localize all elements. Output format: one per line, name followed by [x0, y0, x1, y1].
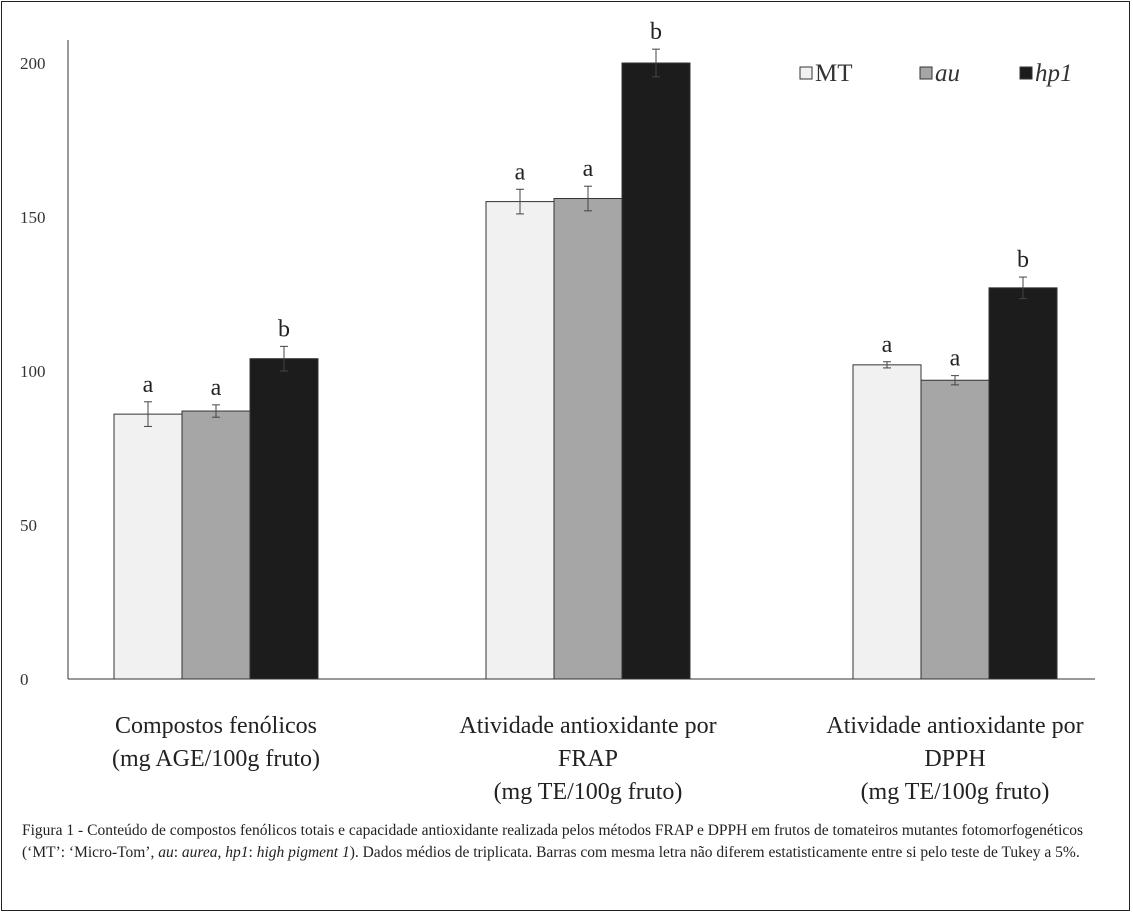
- category-label: Atividade antioxidante por: [826, 713, 1083, 739]
- bar-hp1: [988, 287, 1058, 680]
- y-tick-label: 200: [20, 54, 46, 73]
- legend-swatch-mt: [799, 66, 813, 80]
- significance-letter: a: [583, 156, 594, 182]
- caption-text-run: :: [173, 844, 182, 861]
- caption-text-run: ,: [217, 844, 226, 861]
- significance-letter: a: [211, 375, 222, 401]
- legend-swatch-au: [919, 66, 933, 80]
- bar-chart: 0 50 100 150 200 a a b Compostos fenólicos (mg AG…: [20, 19, 1095, 805]
- significance-letter: a: [882, 332, 893, 358]
- y-tick-label: 0: [20, 670, 29, 689]
- y-tick-label: 100: [20, 362, 46, 381]
- bar-mt: [485, 201, 555, 680]
- caption-body: Conteúdo de compostos fenólicos totais e…: [22, 822, 1083, 861]
- legend-label-au: au: [935, 60, 960, 87]
- category-label: Compostos fenólicos: [115, 713, 317, 739]
- caption-text-run: ). Dados médios de triplicata. Barras co…: [349, 844, 1080, 861]
- category-label: (mg AGE/100g fruto): [112, 746, 320, 772]
- caption-text-run: :: [248, 844, 257, 861]
- significance-letter: a: [515, 159, 526, 185]
- category-label: DPPH: [924, 746, 985, 772]
- significance-letter: a: [143, 372, 154, 398]
- bar-hp1: [249, 358, 319, 680]
- caption-text-run: aurea: [181, 844, 218, 861]
- figure-caption: Figura 1 - Conteúdo de compostos fenólic…: [22, 820, 1112, 864]
- category-label: (mg TE/100g fruto): [494, 779, 683, 805]
- caption-text-run: Conteúdo de compostos fenólicos totais e…: [22, 822, 1084, 861]
- category-label: Atividade antioxidante por: [459, 713, 716, 739]
- caption-text-run: high pigment 1: [256, 844, 350, 861]
- caption-text-run: hp1: [225, 844, 249, 861]
- bar-au: [181, 410, 251, 680]
- y-tick-label: 50: [20, 516, 37, 535]
- bar-mt: [113, 413, 183, 680]
- legend-label-mt: MT: [815, 60, 853, 87]
- significance-letter: a: [950, 346, 961, 372]
- significance-letter: b: [278, 316, 290, 342]
- significance-letter: b: [1017, 247, 1029, 273]
- y-tick-label: 150: [20, 208, 46, 227]
- caption-text-run: au: [158, 844, 174, 861]
- bar-au: [553, 198, 623, 680]
- category-label: FRAP: [558, 746, 618, 772]
- significance-letter: b: [650, 19, 662, 45]
- legend-label-hp1: hp1: [1035, 60, 1073, 87]
- bar-mt: [852, 364, 922, 680]
- bar-hp1: [621, 62, 691, 680]
- legend-swatch-hp1: [1019, 66, 1033, 80]
- category-label: (mg TE/100g fruto): [861, 779, 1050, 805]
- bar-au: [920, 379, 990, 680]
- caption-lead: Figura 1 -: [22, 822, 84, 839]
